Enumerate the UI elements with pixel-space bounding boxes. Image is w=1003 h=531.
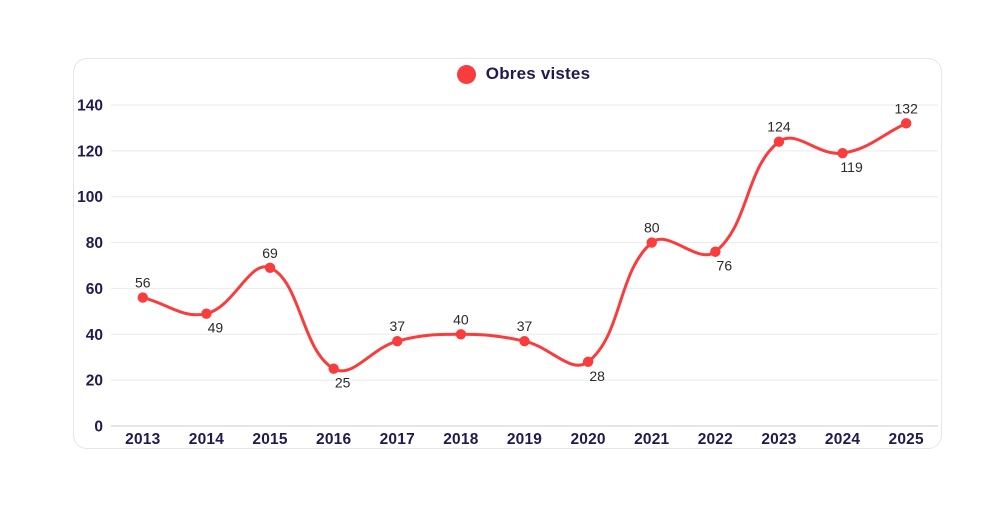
line-chart: 0 20 40 60 80 100 120 140 2013 2014 2015 2016 2017 20… <box>77 98 938 448</box>
x-tick-label: 2017 <box>380 431 415 448</box>
data-point[interactable] <box>710 246 721 257</box>
data-point-label: 80 <box>644 220 660 236</box>
data-point-label: 124 <box>767 119 791 135</box>
data-point[interactable] <box>455 329 467 340</box>
data-point[interactable] <box>328 363 339 374</box>
data-point-label: 49 <box>208 320 224 336</box>
x-tick-label: 2025 <box>889 431 924 448</box>
legend-label: Obres vistes <box>485 64 591 83</box>
legend-marker-icon <box>456 64 476 84</box>
y-tick-label: 40 <box>86 327 103 344</box>
data-point-label: 37 <box>517 318 533 334</box>
data-point[interactable] <box>519 335 530 347</box>
chart-legend: Obres vistes <box>74 64 941 84</box>
data-point-label: 25 <box>335 375 351 391</box>
y-tick-label: 60 <box>86 281 103 298</box>
y-tick-label: 0 <box>94 419 103 436</box>
data-point-label: 40 <box>453 311 469 327</box>
data-point[interactable] <box>392 335 403 347</box>
x-tick-label: 2019 <box>507 431 542 448</box>
data-point-label: 37 <box>389 318 405 334</box>
y-tick-label: 100 <box>77 189 103 206</box>
x-tick-label: 2018 <box>443 431 478 448</box>
data-point[interactable] <box>646 237 657 248</box>
data-point[interactable] <box>137 292 149 303</box>
x-tick-label: 2022 <box>698 431 733 448</box>
x-tick-label: 2015 <box>252 431 287 448</box>
x-tick-label: 2024 <box>825 431 860 448</box>
x-tick-label: 2016 <box>316 431 351 448</box>
data-point-label: 119 <box>840 159 863 175</box>
y-tick-label: 120 <box>77 143 103 160</box>
legend-item-obres-vistes[interactable]: Obres vistes <box>456 64 591 84</box>
x-tick-label: 2014 <box>189 431 224 448</box>
chart-card: Obres vistes 0 20 40 60 80 100 120 140 2013 2014 2… <box>73 58 942 449</box>
x-tick-label: 2013 <box>125 431 160 448</box>
data-point-label: 69 <box>262 245 278 261</box>
x-tick-label: 2020 <box>570 431 605 448</box>
y-tick-label: 140 <box>77 98 103 115</box>
y-tick-label: 20 <box>86 373 103 390</box>
data-point-label: 56 <box>135 275 151 291</box>
x-tick-label: 2021 <box>634 431 669 448</box>
data-point[interactable] <box>264 262 276 273</box>
y-tick-label: 80 <box>86 235 103 252</box>
data-point[interactable] <box>582 356 594 367</box>
data-point[interactable] <box>900 118 912 129</box>
data-point[interactable] <box>773 136 785 147</box>
data-point[interactable] <box>837 147 848 159</box>
data-point-label: 76 <box>717 258 733 274</box>
data-point[interactable] <box>201 308 212 319</box>
data-point-label: 28 <box>589 368 605 384</box>
x-tick-label: 2023 <box>761 431 796 448</box>
data-point-label: 132 <box>895 100 919 116</box>
